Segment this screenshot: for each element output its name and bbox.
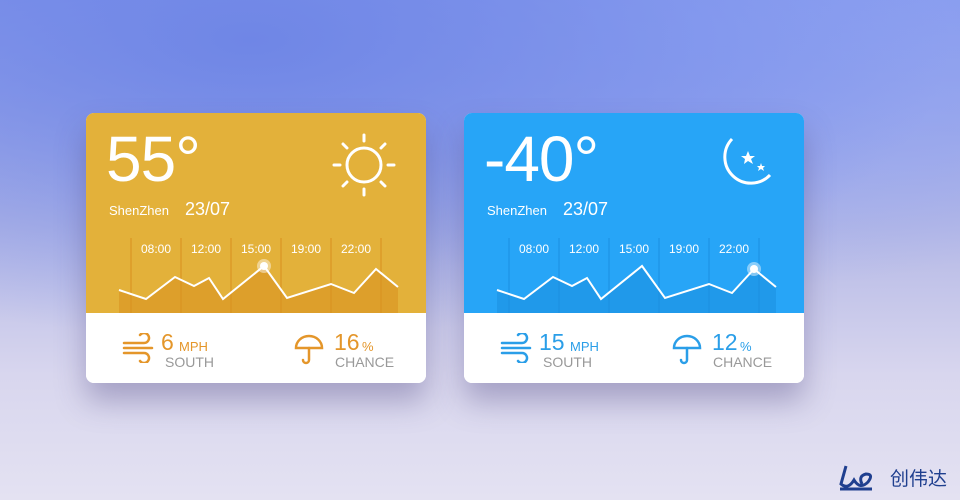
time-label: 08:00 <box>519 242 549 256</box>
date: 23/07 <box>563 199 609 219</box>
wind-speed: 6 <box>161 329 174 355</box>
rain-chance: 16 <box>334 329 360 355</box>
rain-unit: % <box>362 339 374 354</box>
time-label: 22:00 <box>341 242 371 256</box>
wind-icon <box>500 333 532 363</box>
time-label: 12:00 <box>191 242 221 256</box>
temperature: -40° <box>484 123 599 195</box>
weather-card[interactable]: -40° ShenZhen 23/07 08:00 12:00 15:00 19:00… <box>464 113 804 383</box>
wind-direction: SOUTH <box>165 354 214 370</box>
temperature: 55° <box>106 123 201 195</box>
wind-unit: MPH <box>570 339 599 354</box>
rain-label: CHANCE <box>335 354 395 370</box>
time-label: 15:00 <box>619 242 649 256</box>
card-footer: 15 MPH SOUTH 12 % CHANCE <box>464 313 804 383</box>
wind-speed: 15 <box>539 329 565 355</box>
time-label: 08:00 <box>141 242 171 256</box>
card-footer: 6 MPH SOUTH 16 % CHANCE <box>86 313 426 383</box>
city-name: ShenZhen <box>109 203 169 218</box>
wind-icon <box>122 333 154 363</box>
time-label: 15:00 <box>241 242 271 256</box>
highlight-point[interactable] <box>260 262 268 270</box>
moon-stars-icon <box>704 129 780 201</box>
time-label: 12:00 <box>569 242 599 256</box>
brand-logo: 创伟达 <box>838 462 947 492</box>
temperature-trend-chart: 08:00 12:00 15:00 19:00 22:00 <box>118 238 399 313</box>
time-label: 22:00 <box>719 242 749 256</box>
trend-line <box>118 264 399 301</box>
time-label: 19:00 <box>291 242 321 256</box>
card-header: 55° ShenZhen 23/07 08:00 12:00 15:00 19:00 2… <box>86 113 426 313</box>
logo-text: 创伟达 <box>890 467 948 490</box>
date: 23/07 <box>185 199 231 219</box>
weather-card[interactable]: 55° ShenZhen 23/07 08:00 12:00 15:00 19:00 2… <box>86 113 426 383</box>
rain-chance: 12 <box>712 329 738 355</box>
umbrella-icon <box>672 334 702 365</box>
time-label: 19:00 <box>669 242 699 256</box>
card-header: -40° ShenZhen 23/07 08:00 12:00 15:00 19:00… <box>464 113 804 313</box>
trend-line <box>496 264 777 301</box>
city-name: ShenZhen <box>487 203 547 218</box>
rain-unit: % <box>740 339 752 354</box>
wind-unit: MPH <box>179 339 208 354</box>
wind-direction: SOUTH <box>543 354 592 370</box>
rain-label: CHANCE <box>713 354 773 370</box>
trend-area <box>497 266 776 313</box>
sun-icon <box>326 129 402 201</box>
highlight-point[interactable] <box>750 265 758 273</box>
logo-mark-icon <box>839 465 873 491</box>
trend-area <box>119 266 398 313</box>
umbrella-icon <box>294 334 324 365</box>
temperature-trend-chart: 08:00 12:00 15:00 19:00 22:00 <box>496 238 777 313</box>
